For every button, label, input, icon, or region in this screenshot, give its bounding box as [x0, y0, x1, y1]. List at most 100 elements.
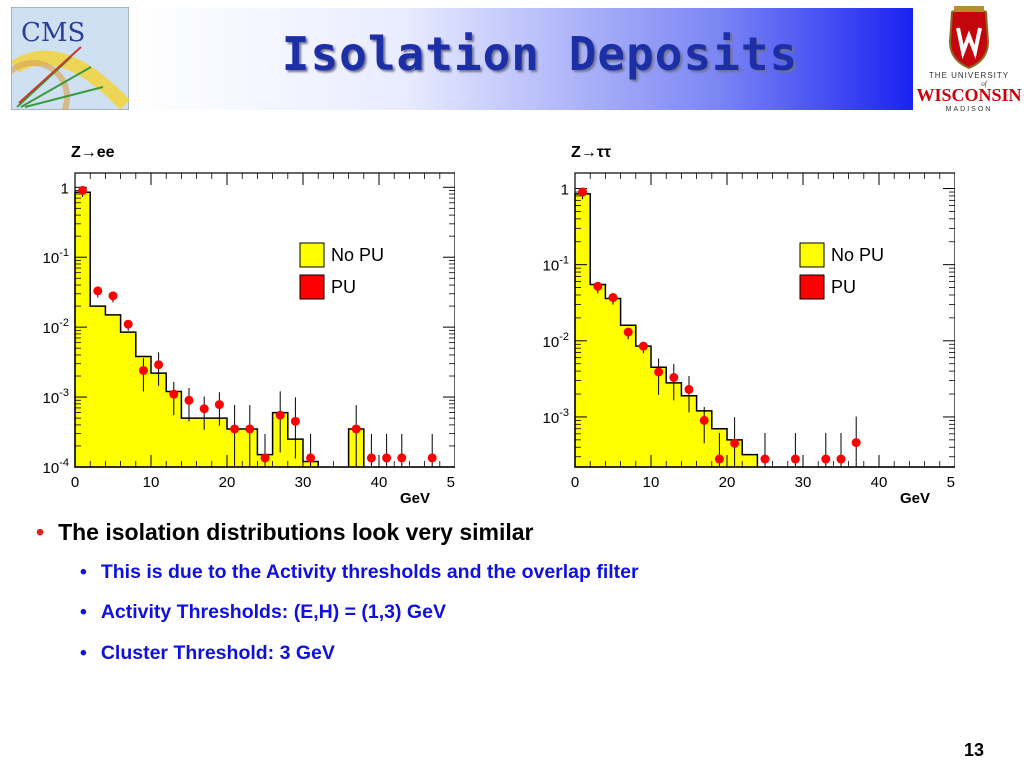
x-tick-label: 10 [643, 474, 660, 491]
chart-title: Z→ee [71, 144, 115, 161]
x-tick-label: 0 [71, 474, 79, 491]
x-tick-label: 40 [371, 474, 388, 491]
pu-data-point [836, 454, 846, 464]
pu-data-point [669, 372, 679, 382]
y-tick-label: 1 [561, 182, 569, 199]
x-tick-label: 20 [219, 474, 236, 491]
page-title: Isolation Deposits [281, 27, 799, 81]
pu-data-point [427, 453, 437, 463]
y-tick-label: 10-2 [43, 317, 69, 337]
pu-data-point [275, 410, 285, 420]
y-tick-exponent: -4 [59, 457, 69, 469]
y-tick-base: 10 [43, 250, 60, 267]
pu-data-point [608, 293, 618, 303]
y-tick-base: 10 [543, 334, 560, 351]
uw-logo-line2: of [981, 80, 988, 88]
sub-bullet-marker: • [80, 601, 87, 623]
pu-data-point [290, 416, 300, 426]
pu-data-point [199, 404, 209, 414]
sub-bullet-text: This is due to the Activity thresholds a… [100, 561, 639, 583]
legend-label: PU [831, 277, 856, 297]
legend-swatch [299, 274, 325, 300]
uw-logo-line3: WISCONSIN [916, 85, 1021, 105]
sub-bullet: • This is due to the Activity thresholds … [80, 561, 639, 584]
sub-bullet-marker: • [80, 642, 87, 664]
pu-data-point [699, 415, 709, 425]
y-tick-exponent: -3 [559, 407, 569, 419]
pu-data-point [790, 454, 800, 464]
pu-data-point [578, 187, 588, 197]
x-tick-label: 30 [795, 474, 812, 491]
pu-data-point [123, 319, 133, 329]
sub-bullet: • Cluster Threshold: 3 GeV [80, 642, 335, 665]
x-tick-label: 40 [871, 474, 888, 491]
y-tick-exponent: -2 [559, 331, 569, 343]
bullet-main-text: The isolation distributions look very si… [58, 519, 534, 545]
y-tick-label: 10-1 [43, 247, 69, 267]
legend-label: No PU [331, 245, 384, 265]
pu-data-point [730, 438, 740, 448]
pu-data-point [78, 185, 88, 195]
uw-logo-line1: THE UNIVERSITY [929, 71, 1009, 80]
y-tick-exponent: -1 [559, 255, 569, 267]
y-tick-label: 10-1 [543, 255, 569, 275]
x-tick-label: 50 [447, 474, 455, 491]
chart-title: Z→ττ [571, 144, 611, 161]
legend-swatch [799, 274, 825, 300]
pu-data-point [245, 424, 255, 434]
x-tick-label: 50 [947, 474, 955, 491]
y-tick-exponent: -3 [59, 387, 69, 399]
pu-data-point [214, 400, 224, 410]
x-axis-label: GeV [400, 490, 430, 507]
pu-data-point [184, 395, 194, 405]
y-tick-base: 10 [543, 258, 560, 275]
y-tick-exponent: -2 [59, 317, 69, 329]
y-tick-base: 10 [543, 410, 560, 427]
uw-logo: THE UNIVERSITY of WISCONSIN MADISON [914, 2, 1024, 114]
sub-bullet-text: Activity Thresholds: (E,H) = (1,3) GeV [100, 601, 446, 623]
y-tick-base: 10 [43, 320, 60, 337]
pu-data-point [821, 454, 831, 464]
x-axis-label: GeV [900, 490, 930, 507]
sub-bullet-text: Cluster Threshold: 3 GeV [100, 642, 335, 664]
uw-logo-line4: MADISON [946, 106, 993, 113]
y-tick-label: 1 [61, 180, 69, 197]
pu-data-point [138, 365, 148, 375]
chart-z-ee: Z→ee01020304050110-110-210-310-4No PUPUG… [35, 135, 455, 515]
title-band [130, 8, 913, 110]
pu-data-point [382, 453, 392, 463]
slide-header: CMS Isolation Deposits THE UNIVERSITY of… [0, 0, 1024, 134]
pu-data-point [397, 453, 407, 463]
chart-svg: Z→ee01020304050110-110-210-310-4No PUPUG… [43, 144, 455, 507]
x-tick-label: 0 [571, 474, 579, 491]
pu-data-point [654, 367, 664, 377]
pu-data-point [169, 389, 179, 399]
legend-swatch [799, 242, 825, 268]
pu-data-point [93, 286, 103, 296]
pu-data-point [230, 424, 240, 434]
y-tick-exponent: -1 [59, 247, 69, 259]
y-tick-base: 10 [43, 390, 60, 407]
cms-logo-text: CMS [21, 18, 85, 48]
histogram-no-pu [74, 191, 455, 468]
pu-data-point [714, 454, 724, 464]
legend-label: No PU [831, 245, 884, 265]
pu-data-point [684, 384, 694, 394]
pu-data-point [366, 453, 376, 463]
pu-data-point [351, 424, 361, 434]
page-number: 13 [964, 740, 985, 760]
x-tick-label: 20 [719, 474, 736, 491]
legend-swatch [299, 242, 325, 268]
pu-data-point [623, 327, 633, 337]
pu-data-point [851, 438, 861, 448]
bullet-marker: • [36, 519, 45, 545]
bullet-main: • The isolation distributions look very s… [36, 519, 534, 546]
y-tick-label: 10-4 [43, 457, 69, 477]
legend-label: PU [331, 277, 356, 297]
sub-bullet-marker: • [80, 561, 87, 583]
pu-data-point [108, 291, 118, 301]
y-tick-base: 10 [43, 460, 60, 477]
pu-data-point [306, 453, 316, 463]
